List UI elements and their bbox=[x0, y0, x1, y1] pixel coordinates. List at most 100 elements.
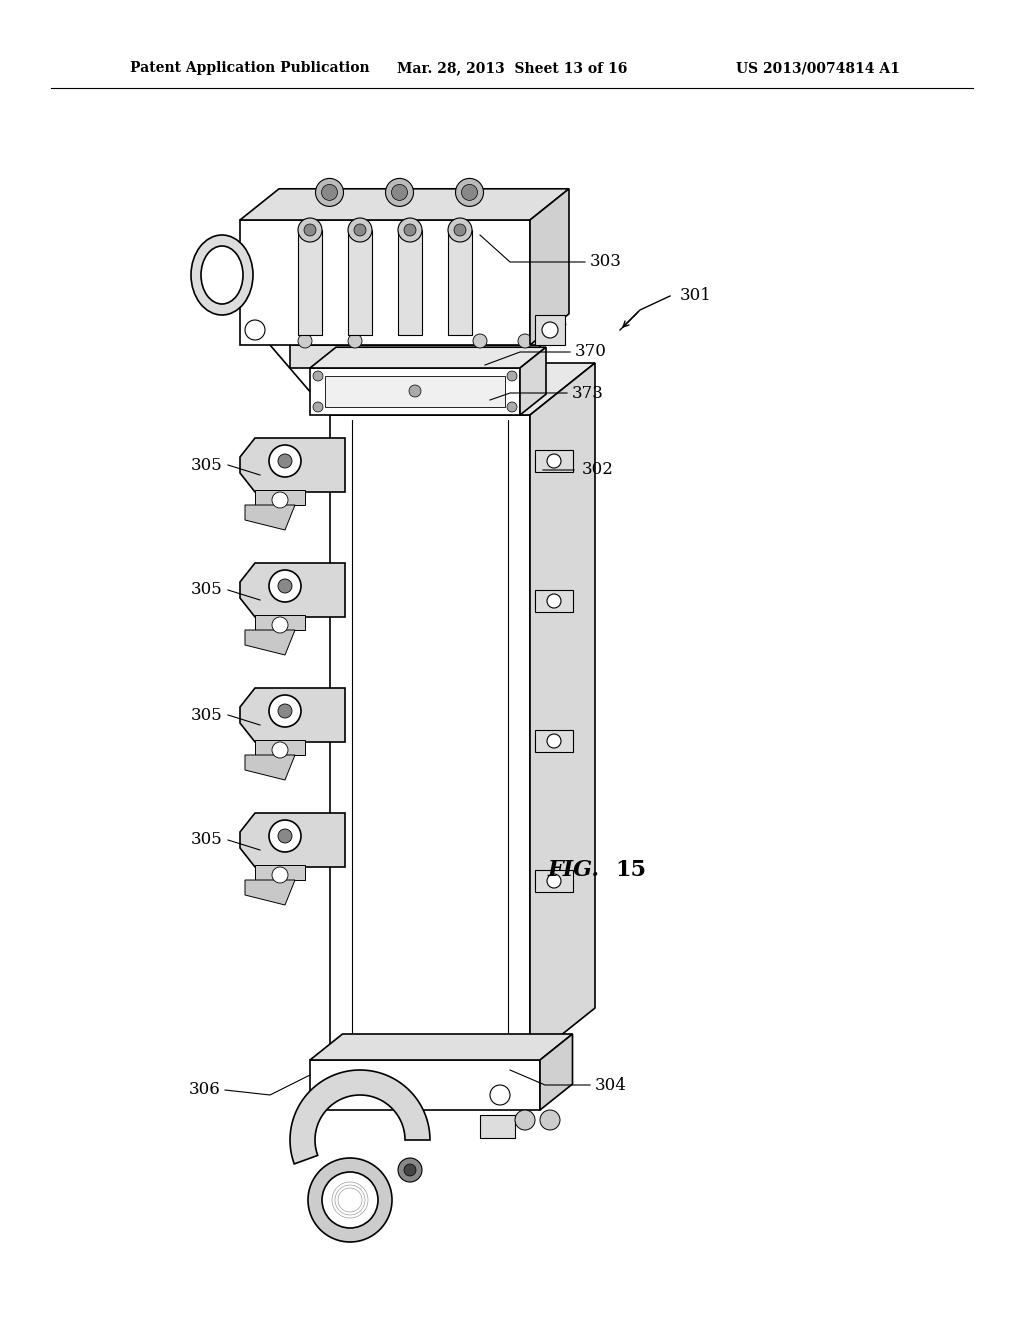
Polygon shape bbox=[310, 368, 520, 414]
Circle shape bbox=[354, 224, 366, 236]
Polygon shape bbox=[398, 230, 422, 335]
Circle shape bbox=[313, 403, 323, 412]
Polygon shape bbox=[535, 590, 573, 612]
Circle shape bbox=[518, 334, 532, 348]
Polygon shape bbox=[530, 363, 595, 1060]
Ellipse shape bbox=[201, 246, 243, 304]
Text: 303: 303 bbox=[590, 253, 622, 271]
Text: 15: 15 bbox=[615, 859, 646, 880]
Circle shape bbox=[315, 178, 343, 206]
Circle shape bbox=[272, 616, 288, 634]
Circle shape bbox=[313, 371, 323, 381]
Text: FIG.: FIG. bbox=[548, 859, 608, 880]
Text: 370: 370 bbox=[575, 343, 607, 360]
Circle shape bbox=[269, 696, 301, 727]
Circle shape bbox=[322, 185, 338, 201]
Polygon shape bbox=[290, 345, 540, 368]
Polygon shape bbox=[255, 490, 305, 506]
Circle shape bbox=[278, 454, 292, 469]
Circle shape bbox=[245, 319, 265, 341]
Circle shape bbox=[398, 1158, 422, 1181]
Text: Mar. 28, 2013  Sheet 13 of 16: Mar. 28, 2013 Sheet 13 of 16 bbox=[397, 61, 627, 75]
Text: 304: 304 bbox=[595, 1077, 627, 1093]
Circle shape bbox=[298, 334, 312, 348]
Polygon shape bbox=[255, 741, 305, 755]
Circle shape bbox=[473, 334, 487, 348]
Circle shape bbox=[547, 594, 561, 609]
Circle shape bbox=[298, 218, 322, 242]
Polygon shape bbox=[530, 189, 569, 345]
Circle shape bbox=[449, 218, 472, 242]
Circle shape bbox=[269, 820, 301, 851]
Text: 301: 301 bbox=[680, 288, 712, 305]
Circle shape bbox=[391, 185, 408, 201]
Circle shape bbox=[547, 874, 561, 888]
Polygon shape bbox=[540, 1034, 572, 1110]
Circle shape bbox=[269, 445, 301, 477]
Circle shape bbox=[547, 454, 561, 469]
Circle shape bbox=[322, 1172, 378, 1228]
Circle shape bbox=[454, 224, 466, 236]
Circle shape bbox=[507, 403, 517, 412]
Polygon shape bbox=[240, 813, 345, 867]
Polygon shape bbox=[535, 450, 573, 473]
Polygon shape bbox=[310, 1034, 572, 1060]
Circle shape bbox=[278, 704, 292, 718]
Circle shape bbox=[456, 178, 483, 206]
Text: 305: 305 bbox=[191, 832, 223, 849]
Polygon shape bbox=[480, 1115, 515, 1138]
Circle shape bbox=[278, 829, 292, 843]
Circle shape bbox=[398, 218, 422, 242]
Text: 305: 305 bbox=[191, 457, 223, 474]
Circle shape bbox=[547, 734, 561, 748]
Polygon shape bbox=[298, 230, 322, 335]
Circle shape bbox=[507, 371, 517, 381]
Polygon shape bbox=[325, 376, 505, 407]
Circle shape bbox=[462, 185, 477, 201]
Polygon shape bbox=[535, 730, 573, 752]
Polygon shape bbox=[245, 506, 295, 531]
Circle shape bbox=[515, 1110, 535, 1130]
Circle shape bbox=[272, 492, 288, 508]
Polygon shape bbox=[310, 347, 546, 368]
Ellipse shape bbox=[191, 235, 253, 315]
Text: Patent Application Publication: Patent Application Publication bbox=[130, 61, 370, 75]
Polygon shape bbox=[240, 220, 530, 345]
Text: 306: 306 bbox=[188, 1081, 220, 1098]
Polygon shape bbox=[290, 1071, 430, 1164]
Polygon shape bbox=[330, 414, 530, 1060]
Polygon shape bbox=[245, 755, 295, 780]
Circle shape bbox=[540, 1110, 560, 1130]
Polygon shape bbox=[240, 564, 345, 616]
Polygon shape bbox=[240, 688, 345, 742]
Polygon shape bbox=[240, 189, 569, 220]
Circle shape bbox=[278, 579, 292, 593]
Polygon shape bbox=[520, 347, 546, 414]
Circle shape bbox=[348, 334, 362, 348]
Polygon shape bbox=[245, 880, 295, 906]
Polygon shape bbox=[310, 1060, 540, 1110]
Text: 305: 305 bbox=[191, 582, 223, 598]
Polygon shape bbox=[348, 230, 372, 335]
Circle shape bbox=[490, 1085, 510, 1105]
Polygon shape bbox=[449, 230, 472, 335]
Circle shape bbox=[308, 1158, 392, 1242]
Polygon shape bbox=[330, 363, 595, 414]
Polygon shape bbox=[240, 438, 345, 492]
Circle shape bbox=[269, 570, 301, 602]
Polygon shape bbox=[535, 315, 565, 345]
Text: 302: 302 bbox=[582, 462, 613, 479]
Text: 373: 373 bbox=[572, 384, 604, 401]
Circle shape bbox=[272, 867, 288, 883]
Polygon shape bbox=[255, 615, 305, 630]
Text: US 2013/0074814 A1: US 2013/0074814 A1 bbox=[736, 61, 900, 75]
Polygon shape bbox=[245, 630, 295, 655]
Polygon shape bbox=[290, 325, 566, 345]
Polygon shape bbox=[255, 865, 305, 880]
Circle shape bbox=[404, 1164, 416, 1176]
Text: 305: 305 bbox=[191, 706, 223, 723]
Circle shape bbox=[409, 385, 421, 397]
Circle shape bbox=[404, 224, 416, 236]
Polygon shape bbox=[535, 870, 573, 892]
Circle shape bbox=[348, 218, 372, 242]
